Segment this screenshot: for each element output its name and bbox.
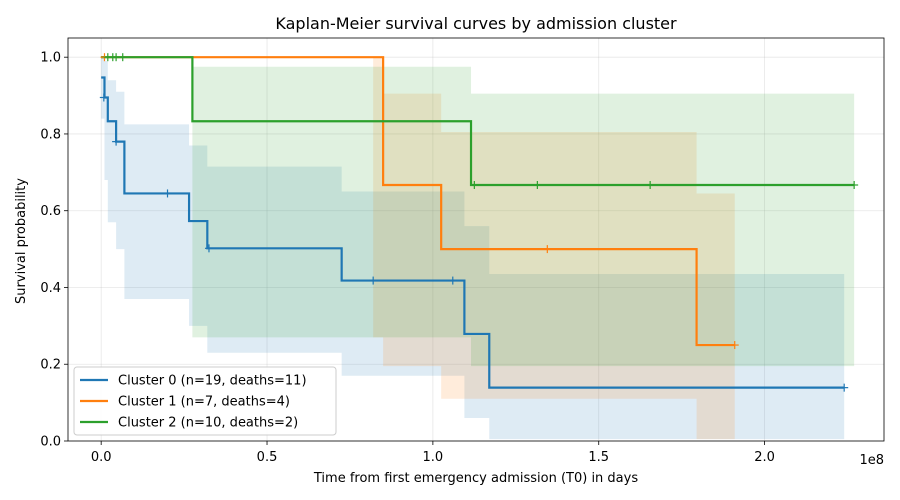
legend-entry: Cluster 2 (n=10, deaths=2) <box>80 416 298 431</box>
censor-mark-cluster-0 <box>112 137 121 146</box>
censor-mark-cluster-2 <box>470 180 479 189</box>
y-tick-label: 0.0 <box>40 435 61 450</box>
x-tick-label: 1.0 <box>423 450 444 465</box>
censor-mark-cluster-2 <box>118 53 127 62</box>
x-tick-label: 2.0 <box>754 450 775 465</box>
censor-mark-cluster-0 <box>99 93 108 102</box>
censor-mark-cluster-1 <box>543 245 552 254</box>
x-tick-label: 0.5 <box>257 450 278 465</box>
censor-mark-cluster-0 <box>369 276 378 285</box>
censor-mark-cluster-0 <box>163 189 172 198</box>
legend: Cluster 0 (n=19, deaths=11) Cluster 1 (n=… <box>73 366 337 436</box>
legend-label: Cluster 1 (n=7, deaths=4) <box>118 395 290 410</box>
survival-curve-cluster-1 <box>101 56 735 347</box>
y-tick-label: 0.4 <box>40 281 61 296</box>
y-tick-label: 0.6 <box>40 204 61 219</box>
legend-label: Cluster 0 (n=19, deaths=11) <box>118 374 307 389</box>
x-axis-offset-label: 1e8 <box>859 453 884 468</box>
censor-mark-cluster-0 <box>448 276 457 285</box>
survival-curve-cluster-0 <box>101 76 845 389</box>
confidence-band-cluster-2 <box>101 57 855 367</box>
censor-mark-cluster-1 <box>730 341 739 350</box>
confidence-band-cluster-1 <box>101 57 735 440</box>
x-axis-label: Time from first emergency admission (T0)… <box>313 471 638 486</box>
censor-mark-cluster-2 <box>646 180 655 189</box>
x-tick-label: 0.0 <box>91 450 112 465</box>
censor-marks <box>99 53 859 392</box>
x-axis-ticks: 0.0 0.5 1.0 1.5 2.0 <box>91 441 775 465</box>
y-tick-label: 1.0 <box>40 51 61 66</box>
y-tick-label: 0.8 <box>40 127 61 142</box>
y-tick-label: 0.2 <box>40 358 61 373</box>
censor-mark-cluster-2 <box>850 180 859 189</box>
legend-label: Cluster 2 (n=10, deaths=2) <box>118 416 298 431</box>
chart-title: Kaplan-Meier survival curves by admissio… <box>275 14 677 33</box>
censor-mark-cluster-0 <box>204 244 213 253</box>
censor-mark-cluster-0 <box>840 383 849 392</box>
grid <box>68 38 884 442</box>
y-axis-ticks: 0.0 0.2 0.4 0.6 0.8 1.0 <box>40 51 68 450</box>
x-tick-label: 1.5 <box>588 450 609 465</box>
legend-entry: Cluster 0 (n=19, deaths=11) <box>80 374 307 389</box>
censor-mark-cluster-2 <box>533 180 542 189</box>
legend-box <box>73 366 337 436</box>
legend-entry: Cluster 1 (n=7, deaths=4) <box>80 395 290 410</box>
plot-frame <box>67 37 885 442</box>
y-axis-label: Survival probability <box>14 178 29 304</box>
